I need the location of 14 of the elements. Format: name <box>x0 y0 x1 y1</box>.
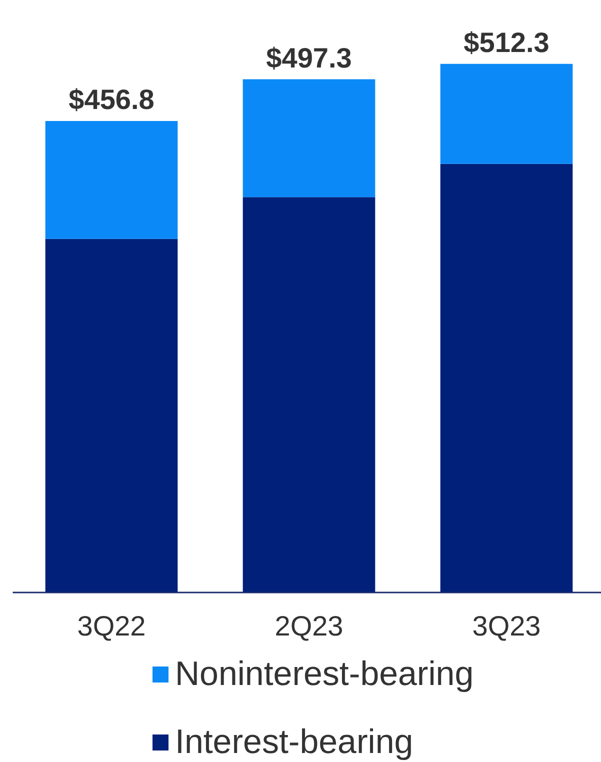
bar <box>242 79 376 198</box>
annotation: $456.8 <box>68 84 154 116</box>
bar <box>45 238 178 592</box>
x-tick-label: 3Q22 <box>77 610 146 642</box>
bar <box>440 164 573 592</box>
x-tick-label: 2Q23 <box>274 610 344 642</box>
bar <box>45 121 178 239</box>
bar <box>242 197 376 592</box>
text: $512.3 <box>464 26 550 58</box>
legend-label: Interest-bearing <box>175 722 414 762</box>
x-tick-label: 3Q23 <box>472 610 541 642</box>
legend-label: Noninterest-bearing <box>175 654 474 694</box>
bar <box>440 64 573 164</box>
annotation: $497.3 <box>266 42 352 74</box>
